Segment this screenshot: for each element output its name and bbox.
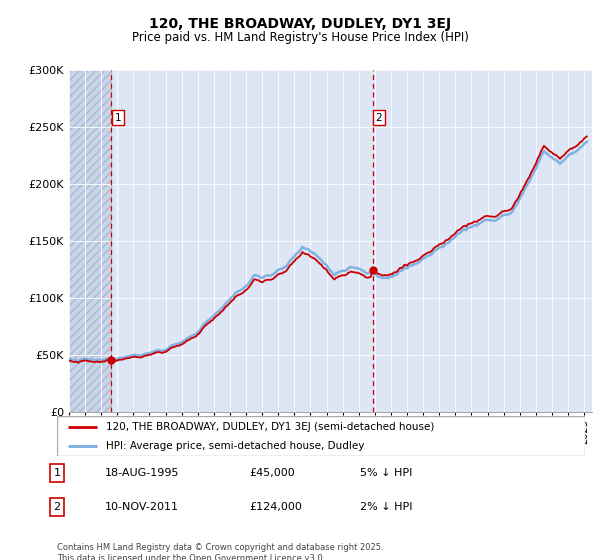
Bar	[69, 70, 112, 412]
Text: 2% ↓ HPI: 2% ↓ HPI	[360, 502, 413, 512]
Bar	[69, 70, 112, 412]
Text: 10-NOV-2011: 10-NOV-2011	[105, 502, 179, 512]
Text: Contains HM Land Registry data © Crown copyright and database right 2025.
This d: Contains HM Land Registry data © Crown c…	[57, 543, 383, 560]
Text: £45,000: £45,000	[249, 468, 295, 478]
Text: Price paid vs. HM Land Registry's House Price Index (HPI): Price paid vs. HM Land Registry's House …	[131, 31, 469, 44]
Text: 1: 1	[53, 468, 61, 478]
Text: 18-AUG-1995: 18-AUG-1995	[105, 468, 179, 478]
Text: 2: 2	[376, 113, 382, 123]
Text: 2: 2	[53, 502, 61, 512]
Text: 120, THE BROADWAY, DUDLEY, DY1 3EJ: 120, THE BROADWAY, DUDLEY, DY1 3EJ	[149, 17, 451, 31]
Text: 5% ↓ HPI: 5% ↓ HPI	[360, 468, 412, 478]
Text: 1: 1	[115, 113, 121, 123]
Text: 120, THE BROADWAY, DUDLEY, DY1 3EJ (semi-detached house): 120, THE BROADWAY, DUDLEY, DY1 3EJ (semi…	[106, 422, 434, 432]
Text: £124,000: £124,000	[249, 502, 302, 512]
Text: HPI: Average price, semi-detached house, Dudley: HPI: Average price, semi-detached house,…	[106, 441, 364, 450]
